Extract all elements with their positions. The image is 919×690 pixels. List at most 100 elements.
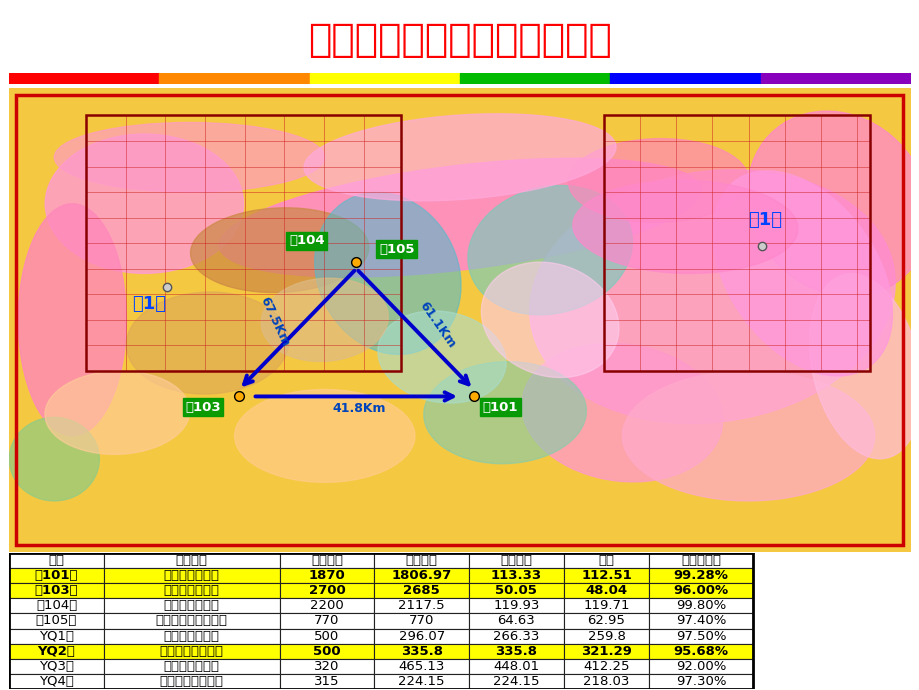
Text: 320: 320 <box>314 660 339 673</box>
Text: YQ4井: YQ4井 <box>39 675 74 688</box>
Text: 昭104井: 昭104井 <box>36 600 77 613</box>
Bar <box>469 629 563 644</box>
Bar <box>563 553 649 569</box>
Text: 500: 500 <box>314 629 339 642</box>
Bar <box>9 553 104 569</box>
Text: YQ2井: YQ2井 <box>38 644 75 658</box>
Bar <box>374 613 469 629</box>
Ellipse shape <box>18 204 126 436</box>
Text: 昭105井: 昭105井 <box>36 615 77 627</box>
Ellipse shape <box>126 292 289 394</box>
Bar <box>104 673 279 689</box>
Text: 2117.5: 2117.5 <box>398 600 445 613</box>
Text: YQ3井: YQ3井 <box>39 660 74 673</box>
Ellipse shape <box>529 170 894 424</box>
Bar <box>374 569 469 584</box>
Ellipse shape <box>54 122 324 192</box>
Bar <box>279 644 374 658</box>
Bar <box>9 658 104 673</box>
Text: 2700: 2700 <box>308 584 345 598</box>
Bar <box>104 613 279 629</box>
Text: 64.63: 64.63 <box>497 615 535 627</box>
Bar <box>563 658 649 673</box>
Bar <box>760 73 910 84</box>
Ellipse shape <box>621 371 874 501</box>
Text: 67.5Km: 67.5Km <box>257 295 292 349</box>
Bar <box>649 584 752 598</box>
Text: 259.8: 259.8 <box>587 629 625 642</box>
Bar <box>649 569 752 584</box>
Text: 一、钻井工程风险与难点分析: 一、钻井工程风险与难点分析 <box>308 21 611 59</box>
Bar <box>469 584 563 598</box>
Ellipse shape <box>468 186 631 315</box>
Text: 321.29: 321.29 <box>581 644 631 658</box>
Text: 95.68%: 95.68% <box>673 644 728 658</box>
Text: 1870: 1870 <box>308 569 345 582</box>
Text: 99.28%: 99.28% <box>673 569 728 582</box>
Bar <box>563 598 649 613</box>
Ellipse shape <box>568 139 747 222</box>
Bar <box>563 673 649 689</box>
Text: 218.03: 218.03 <box>583 675 629 688</box>
Text: 芯长: 芯长 <box>598 554 614 567</box>
Bar <box>9 644 104 658</box>
Ellipse shape <box>45 134 244 273</box>
Bar <box>279 658 374 673</box>
Ellipse shape <box>261 278 388 362</box>
Text: 296.07: 296.07 <box>398 629 444 642</box>
Text: 770: 770 <box>314 615 339 627</box>
Bar <box>279 629 374 644</box>
Bar <box>159 73 310 84</box>
Text: 500: 500 <box>312 644 340 658</box>
Bar <box>563 629 649 644</box>
Text: 宝1井: 宝1井 <box>131 295 165 313</box>
Ellipse shape <box>378 311 505 403</box>
Text: 井名: 井名 <box>49 554 64 567</box>
Ellipse shape <box>481 262 618 377</box>
Text: 92.00%: 92.00% <box>675 660 726 673</box>
Bar <box>9 584 104 598</box>
Bar <box>469 598 563 613</box>
Text: 二叠系峨眉山玄武岩: 二叠系峨眉山玄武岩 <box>155 615 228 627</box>
Bar <box>649 598 752 613</box>
Text: 昭103: 昭103 <box>185 401 221 413</box>
Text: 昭101: 昭101 <box>482 401 517 413</box>
Text: 113.33: 113.33 <box>490 569 541 582</box>
Ellipse shape <box>809 274 919 459</box>
Text: YQ1井: YQ1井 <box>39 629 74 642</box>
Bar <box>310 73 460 84</box>
Text: 96.00%: 96.00% <box>673 584 728 598</box>
Bar <box>609 73 760 84</box>
Text: 97.30%: 97.30% <box>675 675 726 688</box>
Ellipse shape <box>521 344 722 482</box>
Text: 119.71: 119.71 <box>583 600 630 613</box>
Ellipse shape <box>314 193 460 355</box>
Text: 昭101井: 昭101井 <box>35 569 78 582</box>
Bar <box>279 553 374 569</box>
Bar <box>374 553 469 569</box>
Text: 2200: 2200 <box>310 600 344 613</box>
Bar <box>9 73 159 84</box>
Bar <box>279 673 374 689</box>
Text: 97.40%: 97.40% <box>675 615 726 627</box>
Bar <box>104 644 279 658</box>
Text: 112.51: 112.51 <box>581 569 631 582</box>
Text: 335.8: 335.8 <box>494 644 537 658</box>
Bar <box>374 658 469 673</box>
Text: 上震旦统灯影组: 上震旦统灯影组 <box>164 569 220 582</box>
Bar <box>104 553 279 569</box>
Ellipse shape <box>190 208 369 293</box>
Text: 2685: 2685 <box>403 584 439 598</box>
Bar <box>649 613 752 629</box>
Text: 224.15: 224.15 <box>493 675 539 688</box>
Ellipse shape <box>424 362 585 464</box>
Text: 41.8Km: 41.8Km <box>332 402 385 415</box>
Text: 取芯进尺: 取芯进尺 <box>500 554 532 567</box>
Text: 设计井深: 设计井深 <box>311 554 343 567</box>
Bar <box>9 673 104 689</box>
Text: 335.8: 335.8 <box>401 644 442 658</box>
Text: 昭103井: 昭103井 <box>35 584 78 598</box>
Bar <box>649 553 752 569</box>
Bar <box>469 569 563 584</box>
Bar <box>649 673 752 689</box>
